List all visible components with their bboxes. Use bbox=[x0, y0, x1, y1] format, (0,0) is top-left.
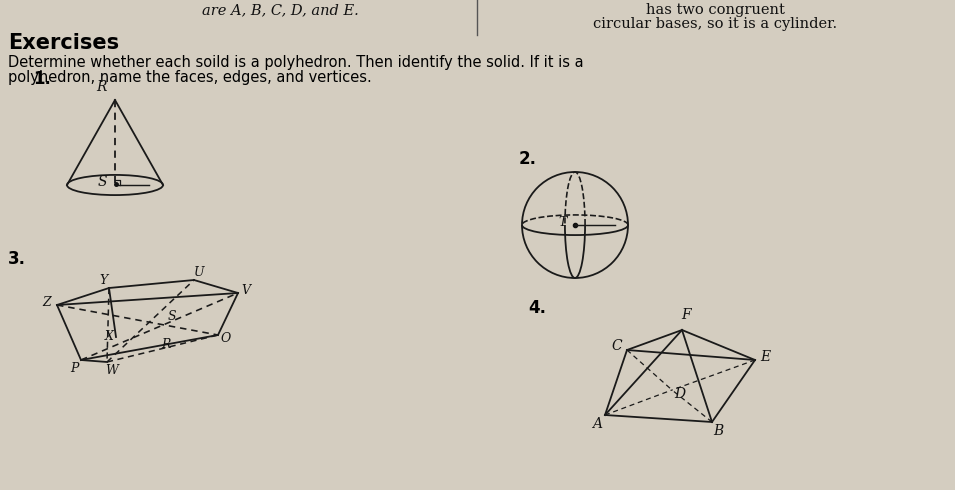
Text: are A, B, C, D, and E.: are A, B, C, D, and E. bbox=[202, 3, 358, 17]
Text: 4.: 4. bbox=[528, 299, 546, 317]
Text: S: S bbox=[168, 311, 177, 323]
Text: Z: Z bbox=[43, 296, 52, 310]
Text: U: U bbox=[194, 267, 204, 279]
Text: B: B bbox=[712, 424, 723, 438]
Text: polyhedron, name the faces, edges, and vertices.: polyhedron, name the faces, edges, and v… bbox=[8, 70, 371, 85]
Text: V: V bbox=[242, 285, 250, 297]
Text: P: P bbox=[70, 363, 78, 375]
Text: E: E bbox=[760, 350, 770, 364]
Text: W: W bbox=[106, 365, 118, 377]
Text: 2.: 2. bbox=[519, 150, 537, 168]
Text: circular bases, so it is a cylinder.: circular bases, so it is a cylinder. bbox=[593, 17, 838, 31]
Text: C: C bbox=[612, 339, 623, 353]
Text: F: F bbox=[681, 308, 690, 322]
Text: Determine whether each soild is a polyhedron. Then identify the solid. If it is : Determine whether each soild is a polyhe… bbox=[8, 55, 584, 70]
Text: 1.: 1. bbox=[33, 70, 51, 88]
Text: has two congruent: has two congruent bbox=[646, 3, 784, 17]
Text: Exercises: Exercises bbox=[8, 33, 119, 53]
Text: 3.: 3. bbox=[8, 250, 26, 268]
Text: X: X bbox=[104, 330, 114, 343]
Text: Y: Y bbox=[99, 274, 107, 288]
Text: T: T bbox=[559, 217, 567, 229]
Text: S: S bbox=[97, 175, 107, 189]
Text: O: O bbox=[221, 332, 231, 344]
Text: R: R bbox=[96, 80, 106, 94]
Text: A: A bbox=[592, 417, 602, 431]
Text: D: D bbox=[674, 387, 686, 401]
Text: R: R bbox=[161, 339, 171, 351]
